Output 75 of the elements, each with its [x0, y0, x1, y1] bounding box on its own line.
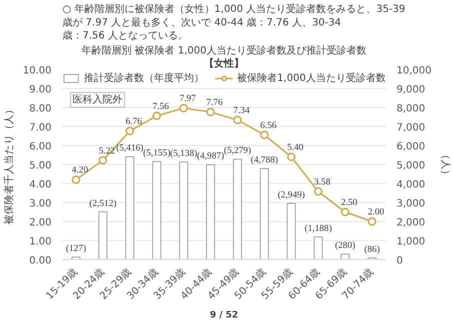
legend-label: 推計受診者数（年度平均） — [84, 72, 204, 85]
point — [179, 104, 188, 112]
data-label: (5,416) — [116, 144, 144, 154]
data-label: (280) — [335, 241, 356, 252]
bar — [179, 161, 188, 260]
bar — [206, 164, 216, 260]
data-label: 7.76 — [206, 98, 224, 108]
data-label: (2,512) — [89, 198, 116, 209]
data-label: (5,279) — [224, 146, 252, 156]
point — [340, 208, 350, 216]
data-label: 4.20 — [72, 166, 88, 176]
y-tick-label: 7.00 — [29, 122, 52, 134]
y2-tick-label: 10,000 — [396, 66, 432, 76]
data-label: 7.56 — [152, 102, 170, 112]
point — [206, 108, 215, 116]
data-label: 6.76 — [126, 117, 142, 128]
y-tick-label: 0.00 — [29, 256, 52, 266]
y-tick-label: 4.00 — [29, 180, 52, 190]
bar — [340, 254, 350, 260]
annotation: 医科入院外 — [72, 93, 123, 106]
data-label: (4,788) — [250, 156, 278, 166]
y2-tick-label: 2,000 — [396, 218, 426, 228]
data-label: 2.00 — [368, 208, 385, 218]
data-label: 6.56 — [260, 120, 277, 131]
data-label: (86) — [364, 244, 380, 255]
y2-tick-label: 3,000 — [396, 198, 426, 210]
data-label: 5.40 — [287, 142, 304, 153]
data-label: (5,138) — [170, 148, 198, 159]
bar — [152, 161, 162, 260]
y2-tick-label: 7,000 — [396, 122, 426, 134]
chart-subtitle: 【女性】 — [204, 58, 244, 70]
y-tick-label: 3.00 — [29, 198, 52, 210]
y-tick-label: 1.00 — [29, 236, 52, 248]
bar — [98, 211, 108, 260]
bar — [125, 156, 134, 260]
bar — [260, 168, 269, 260]
y-tick-label: 6.00 — [29, 142, 52, 152]
y2-tick-label: 8,000 — [396, 104, 426, 114]
y-tick-label: 2.00 — [29, 218, 52, 228]
point — [126, 126, 134, 136]
data-label: 2.50 — [340, 198, 358, 208]
point — [314, 187, 322, 196]
y-tick-label: 5.00 — [29, 160, 52, 172]
y2-tick-label: 4,000 — [396, 180, 426, 190]
data-label: 7.97 — [179, 94, 196, 104]
y2-tick-label: 6,000 — [396, 142, 426, 152]
y-tick-label: 10.00 — [22, 66, 52, 76]
bar — [232, 158, 242, 260]
y2-tick-label: 0 — [396, 256, 403, 266]
data-label: (5,155) — [143, 148, 170, 159]
y-axis-title: 被保険者千人当たり（人） — [2, 104, 15, 224]
data-label: (1,188) — [304, 224, 332, 234]
bar — [286, 202, 296, 260]
data-label: (127) — [66, 244, 86, 254]
bar — [314, 236, 323, 260]
point — [260, 130, 269, 140]
text: ○ 年齢階層別に被保険者（女性）1,000 人当たり受診者数をみると、35-39 歳が 7.97 人と最も多く、次いで 40-44 歳：7.76 人、30-34 歳：7.56 人となっている。 — [62, 3, 406, 42]
point — [368, 217, 376, 226]
data-label: 3.58 — [314, 177, 331, 188]
y2-tick-label: 5,000 — [396, 160, 426, 172]
y2-tick-label: 1,000 — [396, 236, 426, 248]
y2-tick-label: 9,000 — [396, 84, 426, 96]
data-label: (2,949) — [278, 190, 305, 200]
data-label: 7.34 — [233, 106, 250, 116]
y-tick-label: 9.00 — [29, 84, 52, 96]
y2-axis-title: （人） — [439, 150, 450, 180]
point — [287, 152, 296, 162]
data-label: (4,987) — [196, 152, 224, 162]
point — [72, 175, 80, 184]
chart-title: 年齢階層別 被保険者 1,000人当たり受診者数及び推計受診者数 — [82, 44, 367, 56]
text: 9 / 52 — [210, 310, 238, 320]
y-tick-label: 8.00 — [29, 104, 52, 114]
point — [233, 116, 242, 124]
point — [98, 156, 108, 165]
point — [152, 112, 161, 120]
